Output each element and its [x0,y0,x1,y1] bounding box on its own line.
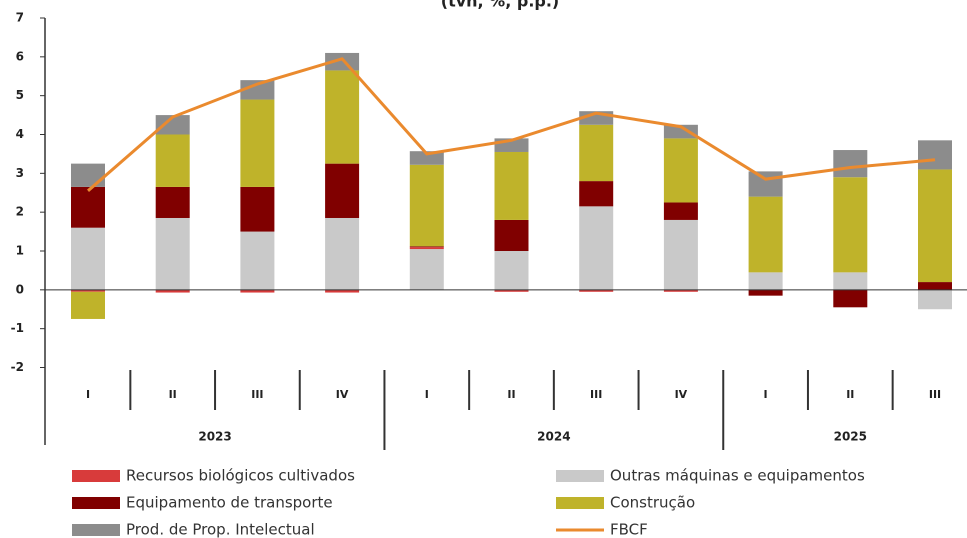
x-tick-label: IV [675,388,688,401]
bar-segment [325,70,360,164]
group-label: 2023 [198,430,231,444]
y-tick-label: 7 [16,11,24,25]
legend-label: FBCF [610,521,648,538]
bar-segment [240,99,275,187]
bar-segment [240,186,275,232]
legend-label: Equipamento de transporte [126,494,333,512]
legend-swatch [556,497,604,509]
x-tick-label: IV [336,388,349,401]
bar-segment [155,289,190,293]
legend-label: Prod. de Prop. Intelectual [126,521,315,538]
bar-segment [155,115,190,135]
x-tick-label: I [86,388,90,401]
bar-segment [240,231,275,290]
y-tick-label: 4 [16,127,24,141]
x-tick-label: III [929,388,941,401]
bar-segment [748,289,783,296]
bar-segment [409,164,444,247]
bar-segment [918,282,952,290]
bar-segment [579,206,614,290]
bar-segment [663,202,698,220]
bar-segment [663,219,698,290]
bar-segment [240,289,275,293]
bar-segment [579,124,614,182]
bar-segment [663,289,698,292]
bar-segment [833,272,868,290]
bar-segment [494,151,529,220]
bar-segment [71,227,105,290]
bar-segment [409,151,444,165]
bar-segment [748,196,783,273]
bar-segment [240,80,275,100]
bar-segment [748,171,783,197]
bar-segment [748,272,783,290]
bar-segment [325,163,360,218]
legend-label: Outras máquinas e equipamentos [610,467,865,485]
x-tick-label: II [169,388,177,401]
bar-segment [409,249,444,290]
bar-segment [409,247,444,250]
bar-segment [155,217,190,290]
y-tick-label: 1 [16,244,24,258]
legend-swatch [72,470,120,482]
legend-swatch [72,497,120,509]
y-tick-label: -2 [11,360,24,374]
legend-swatch [72,524,120,536]
legend-label: Recursos biológicos cultivados [126,467,355,485]
x-tick-label: III [590,388,602,401]
bar-segment [663,124,698,139]
y-tick-label: 2 [16,205,24,219]
y-tick-label: 6 [16,49,24,63]
group-label: 2024 [537,430,570,444]
bar-segment [833,177,868,273]
x-tick-label: II [507,388,515,401]
x-tick-label: I [425,388,429,401]
y-tick-label: 3 [16,166,24,180]
bar-segment [155,134,190,187]
bar-segment [71,163,105,187]
bar-segment [918,169,952,283]
bar-segment [833,150,868,178]
chart-title: (tvh, %, p.p.) [441,0,559,11]
bar-segment [71,289,105,292]
legend-label: Construção [610,494,695,512]
bar-segment [325,52,360,71]
line-series [87,57,936,192]
bar-segment [494,251,529,290]
bar-segment [409,246,444,248]
bar-segment [579,181,614,207]
x-tick-label: II [846,388,854,401]
y-tick-label: -1 [11,321,24,335]
legend-swatch [556,470,604,482]
bar-segment [494,219,529,251]
bar-segment [833,289,868,308]
bar-segment [918,140,952,170]
x-tick-label: III [251,388,263,401]
y-tick-label: 0 [16,282,24,296]
y-tick-label: 5 [16,88,24,102]
bar-segment [71,291,105,319]
bar-segment [663,138,698,203]
bar-segment [155,186,190,218]
bar-segment [579,289,614,292]
bar-segment [325,289,360,293]
bar-segment [325,217,360,290]
bar-segment [918,289,952,310]
bar-segment [494,289,529,292]
bar-segment [71,186,105,228]
x-tick-label: I [764,388,768,401]
group-label: 2025 [834,430,867,444]
